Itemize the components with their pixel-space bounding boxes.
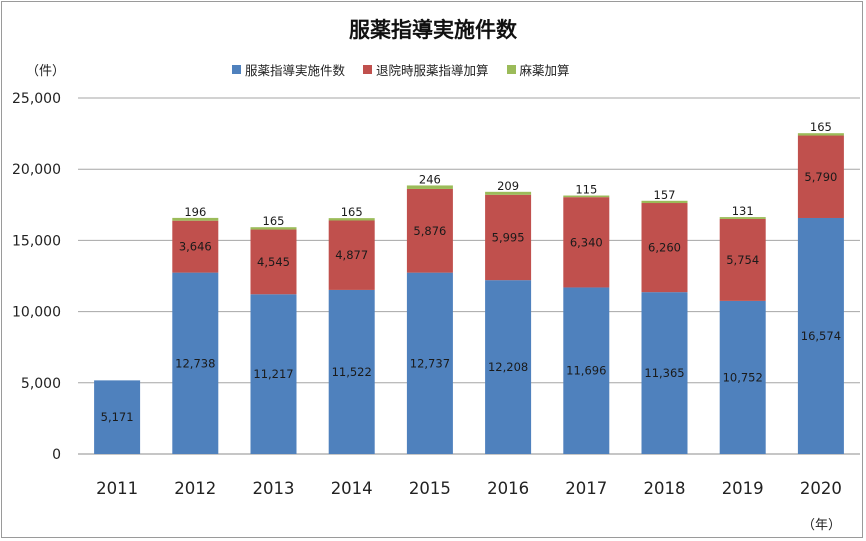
x-tick-label: 2017 xyxy=(565,479,607,498)
bar-segment xyxy=(328,289,375,454)
data-label: 12,737 xyxy=(410,356,450,370)
data-label: 5,790 xyxy=(804,170,837,184)
bar-segment xyxy=(172,220,219,273)
bar-segment xyxy=(485,280,532,454)
legend-label-narcotic: 麻薬加算 xyxy=(519,63,570,78)
bar-segment xyxy=(563,287,610,454)
x-tick-label: 2014 xyxy=(331,479,373,498)
data-label: 3,646 xyxy=(179,240,212,254)
legend-swatch-discharge xyxy=(363,65,373,74)
data-label: 5,754 xyxy=(726,253,759,267)
data-label: 12,208 xyxy=(488,360,528,374)
bar-segment xyxy=(719,217,766,219)
legend: 服薬指導実施件数 退院時服薬指導加算 麻薬加算 xyxy=(232,60,570,79)
legend-label-guidance: 服薬指導実施件数 xyxy=(245,63,346,78)
bar-segment xyxy=(641,200,688,204)
legend-item-guidance: 服薬指導実施件数 xyxy=(232,60,345,79)
data-label: 6,260 xyxy=(648,241,681,255)
bar-segment xyxy=(485,191,532,195)
bar-segment xyxy=(719,300,766,454)
data-label: 6,340 xyxy=(570,235,603,249)
data-label: 246 xyxy=(419,172,441,186)
legend-item-discharge: 退院時服薬指導加算 xyxy=(363,60,489,79)
x-tick-label: 2018 xyxy=(644,479,686,498)
data-label: 115 xyxy=(575,183,597,197)
legend-swatch-narcotic xyxy=(506,65,516,74)
bar-segment xyxy=(406,272,453,454)
bar-segment xyxy=(797,133,844,136)
data-label: 196 xyxy=(184,205,206,219)
bar-segment xyxy=(563,197,610,288)
legend-swatch-guidance xyxy=(232,65,241,74)
chart-title: 服薬指導実施件数 xyxy=(349,18,517,42)
data-label: 165 xyxy=(341,205,363,219)
bar-segment xyxy=(172,217,219,221)
data-label: 12,738 xyxy=(175,356,215,370)
legend-item-narcotic: 麻薬加算 xyxy=(506,60,570,79)
data-label: 11,696 xyxy=(566,364,606,378)
bar-segment xyxy=(719,218,766,301)
data-label: 5,171 xyxy=(101,410,134,424)
bar-segment xyxy=(406,185,453,189)
x-tick-label: 2012 xyxy=(174,479,216,498)
x-tick-label: 2013 xyxy=(253,479,295,498)
bar-segment xyxy=(250,229,297,295)
bar-segment xyxy=(250,294,297,454)
data-label: 4,545 xyxy=(257,255,290,269)
data-label: 10,752 xyxy=(723,370,763,384)
bar-segment xyxy=(797,135,844,218)
x-tick-label: 2016 xyxy=(487,479,529,498)
data-label: 16,574 xyxy=(801,329,841,343)
data-label: 157 xyxy=(654,188,676,202)
bar-segment xyxy=(328,220,375,290)
x-tick-label: 2011 xyxy=(96,479,138,498)
y-tick-label: 25,000 xyxy=(12,91,61,107)
data-label: 11,217 xyxy=(253,367,293,381)
data-label: 5,876 xyxy=(413,224,446,238)
data-label: 209 xyxy=(497,179,519,193)
bar-segment xyxy=(94,380,141,454)
bar-segment xyxy=(485,194,532,281)
x-tick-label: 2020 xyxy=(800,479,842,498)
bar-segment xyxy=(406,188,453,273)
y-axis-unit: （件） xyxy=(26,64,66,79)
data-label: 165 xyxy=(810,120,832,134)
bar-segment xyxy=(797,217,844,454)
y-tick-label: 20,000 xyxy=(12,162,61,178)
data-label: 165 xyxy=(263,214,285,228)
y-tick-label: 0 xyxy=(52,447,61,463)
x-tick-label: 2015 xyxy=(409,479,451,498)
x-axis-unit: （年） xyxy=(802,518,842,533)
bar-segment xyxy=(563,195,610,198)
bar-segment xyxy=(328,218,375,221)
legend-label-discharge: 退院時服薬指導加算 xyxy=(376,63,489,78)
y-tick-label: 10,000 xyxy=(12,305,61,321)
y-tick-label: 15,000 xyxy=(12,233,61,249)
bar-segment xyxy=(172,272,219,454)
x-tick-label: 2019 xyxy=(722,479,764,498)
data-label: 11,365 xyxy=(644,366,684,380)
data-label: 11,522 xyxy=(332,365,372,379)
bar-segment xyxy=(641,203,688,293)
bar-segment xyxy=(250,227,297,230)
data-label: 4,877 xyxy=(335,248,368,262)
data-label: 5,995 xyxy=(492,230,525,244)
y-tick-label: 5,000 xyxy=(21,376,61,392)
data-label: 131 xyxy=(732,204,754,218)
bar-segment xyxy=(641,292,688,454)
